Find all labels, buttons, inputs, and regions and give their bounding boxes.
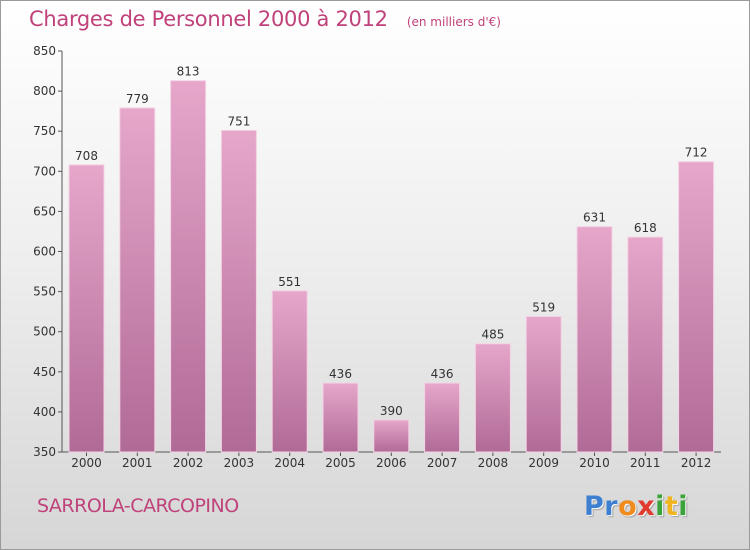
x-tick-label: 2001 — [122, 456, 153, 470]
bar-value-label: 436 — [329, 367, 352, 381]
bar — [678, 161, 715, 453]
bar — [525, 315, 562, 453]
y-tick-label: 450 — [33, 365, 56, 379]
x-tick-label: 2006 — [376, 456, 407, 470]
x-tick-label: 2012 — [681, 456, 712, 470]
y-tick-label: 700 — [33, 164, 56, 178]
bar-value-label: 519 — [532, 300, 555, 314]
bar-value-label: 485 — [481, 328, 504, 342]
bars: 708 779 813 751 551 436 390 436 485 519 631 618 712 — [68, 65, 715, 453]
bar-value-label: 390 — [380, 404, 403, 418]
proxiti-logo: Proxiti — [584, 491, 688, 522]
logo-letter: P — [584, 491, 605, 522]
bar-value-label: 551 — [278, 275, 301, 289]
logo-letter: r — [604, 491, 619, 522]
bar-value-label: 712 — [685, 146, 708, 160]
x-tick-label: 2007 — [427, 456, 458, 470]
y-tick-label: 650 — [33, 204, 56, 218]
x-tick-label: 2000 — [71, 456, 102, 470]
y-tick-label: 600 — [33, 245, 56, 259]
bar — [322, 382, 359, 453]
bar — [271, 290, 308, 453]
y-axis: 350 400 450 500 550 600 650 700 750 800 850 — [33, 44, 63, 459]
y-tick-label: 750 — [33, 124, 56, 138]
bar-value-label: 436 — [431, 367, 454, 381]
logo-letter: i — [655, 491, 665, 522]
bar — [627, 236, 664, 453]
y-tick-label: 800 — [33, 84, 56, 98]
bar — [373, 419, 410, 453]
y-tick-label: 350 — [33, 445, 56, 459]
bar — [68, 164, 105, 453]
logo-letter: i — [678, 491, 689, 522]
x-tick-label: 2008 — [478, 456, 509, 470]
bar-value-label: 708 — [75, 149, 98, 163]
x-axis: 2000 2001 2002 2003 2004 2005 2006 2007 2008 2009… — [62, 451, 721, 470]
bar — [170, 80, 207, 453]
x-tick-label: 2009 — [528, 456, 559, 470]
bar-value-label: 618 — [634, 221, 657, 235]
x-tick-label: 2005 — [325, 456, 356, 470]
bar — [576, 226, 613, 453]
bar-value-label: 779 — [126, 92, 149, 106]
x-tick-label: 2002 — [173, 456, 204, 470]
x-tick-label: 2004 — [274, 456, 305, 470]
x-tick-label: 2003 — [224, 456, 255, 470]
bar — [119, 107, 156, 453]
y-tick-label: 850 — [33, 44, 56, 58]
y-tick-label: 550 — [33, 285, 56, 299]
title-row: Charges de Personnel 2000 à 2012 (en mil… — [29, 7, 501, 31]
bar — [474, 343, 511, 453]
logo-letter: o — [618, 491, 638, 522]
x-tick-label: 2011 — [630, 456, 661, 470]
y-tick-label: 500 — [33, 325, 56, 339]
bar-value-label: 751 — [227, 114, 250, 128]
bar — [220, 129, 257, 453]
y-tick-label: 400 — [33, 405, 56, 419]
chart-subtitle: (en milliers d'€) — [406, 15, 501, 29]
bar — [424, 382, 461, 453]
bar-value-label: 813 — [177, 65, 200, 79]
chart-title: Charges de Personnel 2000 à 2012 — [29, 7, 388, 31]
city-name: SARROLA-CARCOPINO — [37, 495, 239, 517]
x-tick-label: 2010 — [579, 456, 610, 470]
logo-letter: t — [664, 491, 679, 522]
bar-value-label: 631 — [583, 211, 606, 225]
logo-letter: x — [637, 491, 656, 522]
